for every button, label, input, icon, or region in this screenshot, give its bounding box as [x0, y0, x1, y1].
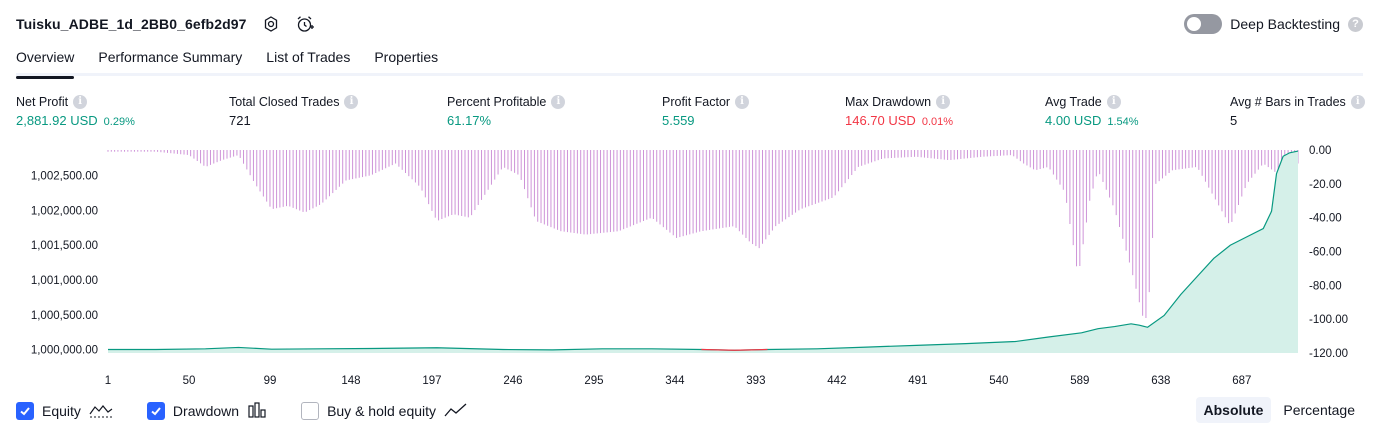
report-tabs: Overview Performance Summary List of Tra… [16, 44, 1363, 79]
x-tick-label: 99 [264, 375, 277, 387]
legend-label: Equity [42, 403, 81, 419]
metric-label: Avg # Bars in Trades [1230, 94, 1346, 109]
absolute-button[interactable]: Absolute [1195, 397, 1272, 423]
metric-percent-profitable: Percent Profitable i 61.17% [447, 93, 566, 128]
equity-line [108, 150, 1299, 351]
toggle-knob [1187, 17, 1202, 31]
metric-percent: 0.29% [103, 116, 135, 128]
chart-legend: Equity Drawdown Buy & hold equity [16, 400, 468, 422]
x-axis: 1 50 99 148 197 246 295 344 393 442 491 540 589 638 68… [105, 375, 1252, 387]
deep-backtesting-label: Deep Backtesting [1230, 16, 1340, 32]
metric-label: Avg Trade [1045, 94, 1102, 109]
right-tick-label: -80.00 [1309, 280, 1342, 292]
x-tick-label: 344 [665, 375, 685, 387]
view-mode-switch: Absolute Percentage [1195, 397, 1364, 423]
strategy-title: Tuisku_ADBE_1d_2BB0_6efb2d97 [16, 16, 247, 32]
x-tick-label: 246 [503, 375, 522, 387]
x-tick-label: 50 [183, 375, 196, 387]
legend-buy-hold[interactable]: Buy & hold equity [301, 402, 468, 421]
metric-max-drawdown: Max Drawdown i 146.70 USD 0.01% [845, 93, 953, 128]
metric-avg-trade: Avg Trade i 4.00 USD 1.54% [1045, 93, 1139, 128]
left-tick-label: 1,002,000.00 [31, 205, 98, 217]
equity-drawdown-chart[interactable]: 1,002,500.00 1,002,000.00 1,001,500.00 1,00… [0, 140, 1379, 395]
info-icon[interactable]: i [936, 94, 951, 109]
left-axis: 1,002,500.00 1,002,000.00 1,001,500.00 1,00… [31, 171, 98, 357]
metric-net-profit: Net Profit i 2,881.92 USD 0.29% [16, 93, 135, 128]
drawdown-checkbox[interactable] [146, 402, 165, 420]
info-icon[interactable]: i [1106, 94, 1121, 109]
x-tick-label: 540 [989, 375, 1008, 387]
tab-list-of-trades[interactable]: List of Trades [266, 49, 351, 65]
tab-overview[interactable]: Overview [16, 44, 75, 79]
metric-value: 61.17% [447, 113, 492, 128]
metric-avg-bars: Avg # Bars in Trades i 5 [1230, 93, 1365, 128]
left-tick-label: 1,000,000.00 [31, 345, 98, 357]
left-tick-label: 1,002,500.00 [31, 171, 98, 183]
metric-label: Net Profit [16, 94, 69, 109]
legend-label: Drawdown [172, 403, 240, 419]
metric-value: 146.70 USD [845, 113, 916, 128]
x-tick-label: 491 [908, 375, 927, 387]
equity-loss-segment [701, 348, 768, 351]
x-tick-label: 442 [827, 375, 846, 387]
percentage-button[interactable]: Percentage [1283, 402, 1355, 418]
right-axis: 0.00 -20.00 -40.00 -60.00 -80.00 -100.00 -120.… [1309, 145, 1348, 360]
x-tick-label: 148 [341, 375, 360, 387]
line-chart-icon [444, 402, 468, 421]
metric-profit-factor: Profit Factor i 5.559 [662, 93, 750, 128]
equity-fill [108, 151, 1298, 353]
right-tick-label: -20.00 [1309, 179, 1342, 191]
x-tick-label: 197 [422, 375, 441, 387]
equity-area-icon [89, 402, 113, 421]
metric-percent: 1.54% [1107, 116, 1139, 128]
legend-label: Buy & hold equity [327, 403, 437, 419]
right-tick-label: -40.00 [1309, 213, 1342, 225]
info-icon[interactable]: i [551, 94, 566, 109]
metric-value: 721 [229, 113, 251, 128]
metric-label: Total Closed Trades [229, 94, 340, 109]
x-tick-label: 638 [1151, 375, 1170, 387]
left-tick-label: 1,001,500.00 [31, 240, 98, 252]
metric-label: Percent Profitable [447, 94, 547, 109]
x-tick-label: 295 [584, 375, 603, 387]
right-tick-label: 0.00 [1309, 145, 1331, 157]
metric-value: 5 [1230, 113, 1238, 128]
tab-performance-summary[interactable]: Performance Summary [98, 49, 243, 65]
legend-equity[interactable]: Equity [16, 402, 113, 421]
metric-total-closed-trades: Total Closed Trades i 721 [229, 93, 359, 128]
info-icon[interactable]: i [1350, 94, 1365, 109]
drawdown-bars [107, 150, 1299, 319]
left-tick-label: 1,000,500.00 [31, 310, 98, 322]
info-icon[interactable]: i [73, 94, 88, 109]
metric-value: 2,881.92 USD [16, 113, 98, 128]
tab-properties[interactable]: Properties [374, 49, 439, 65]
x-tick-label: 393 [746, 375, 765, 387]
metric-value: 4.00 USD [1045, 113, 1102, 128]
metric-value: 5.559 [662, 113, 695, 128]
x-tick-label: 687 [1232, 375, 1251, 387]
help-icon[interactable]: ? [1348, 16, 1363, 32]
alarm-clock-icon[interactable] [295, 14, 315, 34]
strategy-header: Tuisku_ADBE_1d_2BB0_6efb2d97 [16, 12, 315, 36]
deep-backtesting: Deep Backtesting ? [1184, 12, 1363, 36]
gear-icon[interactable] [261, 14, 281, 34]
metric-label: Max Drawdown [845, 94, 932, 109]
equity-checkbox[interactable] [16, 402, 34, 420]
deep-backtesting-toggle[interactable] [1184, 14, 1223, 34]
equity-area [108, 150, 1299, 353]
x-tick-label: 1 [105, 375, 111, 387]
drawdown-bars-icon [247, 401, 267, 421]
right-tick-label: -60.00 [1309, 247, 1342, 259]
metric-percent: 0.01% [921, 116, 954, 128]
buy-hold-checkbox[interactable] [301, 402, 320, 420]
metric-label: Profit Factor [662, 94, 731, 109]
info-icon[interactable]: i [735, 94, 750, 109]
right-tick-label: -100.00 [1309, 314, 1348, 326]
x-tick-label: 589 [1070, 375, 1089, 387]
legend-drawdown[interactable]: Drawdown [146, 401, 267, 421]
info-icon[interactable]: i [344, 94, 359, 109]
right-tick-label: -120.00 [1309, 348, 1348, 360]
left-tick-label: 1,001,000.00 [31, 275, 98, 287]
